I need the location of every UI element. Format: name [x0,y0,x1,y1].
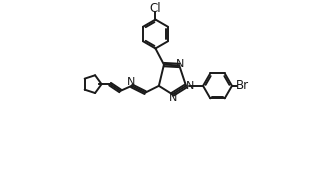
Text: N: N [169,93,177,103]
Text: N: N [176,59,184,69]
Text: Br: Br [235,79,249,92]
Text: N: N [127,77,135,87]
Text: Cl: Cl [150,2,161,15]
Text: N: N [185,81,194,90]
